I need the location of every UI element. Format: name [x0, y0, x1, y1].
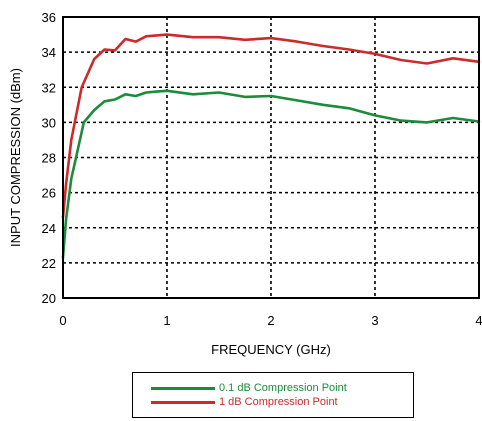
y-tick-label-7: 34 [42, 45, 56, 60]
y-tick-label-2: 24 [42, 221, 56, 236]
x-tick-label-1: 1 [163, 313, 170, 328]
legend-item-1db: 1 dB Compression Point [151, 396, 338, 408]
y-tick-label-5: 30 [42, 115, 56, 130]
y-tick-label-4: 28 [42, 151, 56, 166]
legend-swatch-1db [151, 400, 215, 404]
x-tick-label-2: 2 [267, 313, 274, 328]
legend-label-1db: 1 dB Compression Point [219, 396, 338, 408]
legend: 0.1 dB Compression Point 1 dB Compressio… [132, 372, 414, 418]
x-tick-label-0: 0 [59, 313, 66, 328]
y-tick-label-8: 36 [42, 10, 56, 25]
x-tick-label-3: 3 [371, 313, 378, 328]
y-tick-label-1: 22 [42, 256, 56, 271]
legend-label-0-1db: 0.1 dB Compression Point [219, 382, 347, 394]
x-tick-label-4: 4 [475, 313, 482, 328]
grid [63, 17, 479, 298]
y-axis-title: INPUT COMPRESSION (dBm) [8, 68, 23, 247]
x-axis-title: FREQUENCY (GHz) [211, 342, 331, 357]
x-tick-labels: 0 1 2 3 4 [59, 313, 482, 328]
y-tick-label-3: 26 [42, 186, 56, 201]
legend-item-0-1db: 0.1 dB Compression Point [151, 382, 347, 394]
y-tick-label-6: 32 [42, 80, 56, 95]
y-tick-label-0: 20 [42, 291, 56, 306]
plot-frame [62, 16, 480, 299]
y-tick-labels: 20 22 24 26 28 30 32 34 36 [42, 10, 56, 306]
legend-swatch-0-1db [151, 386, 215, 390]
series-line-0 [61, 89, 481, 259]
series-layer [61, 33, 481, 259]
series-line-1 [61, 33, 481, 219]
